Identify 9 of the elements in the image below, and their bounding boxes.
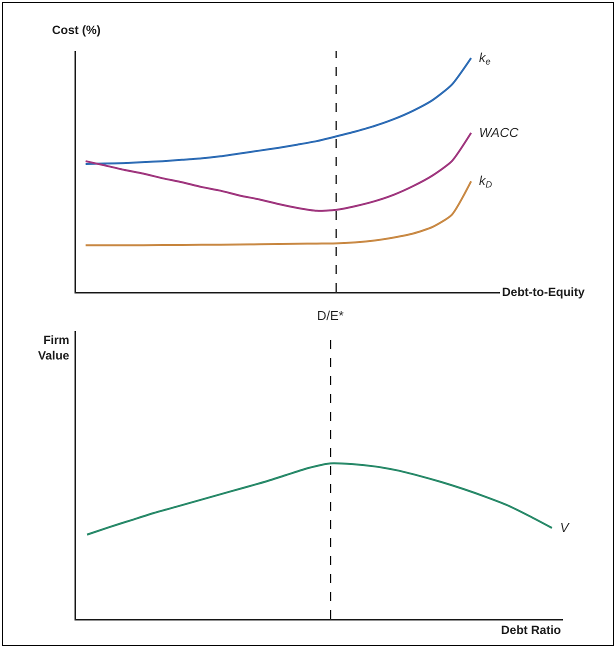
series-label: k$_{D}$: [479, 173, 492, 190]
series-label: WACC: [479, 125, 520, 140]
y-axis-title: Firm Value: [38, 333, 70, 363]
x-axis-title: Debt-to-Equity: [502, 285, 585, 299]
y-axis-title: Cost (%): [52, 23, 101, 37]
series-label: V: [560, 520, 570, 535]
series-label: k$_{e}$: [479, 50, 491, 67]
x-axis-title: Debt Ratio: [501, 623, 561, 637]
text: D/E*: [317, 308, 344, 323]
